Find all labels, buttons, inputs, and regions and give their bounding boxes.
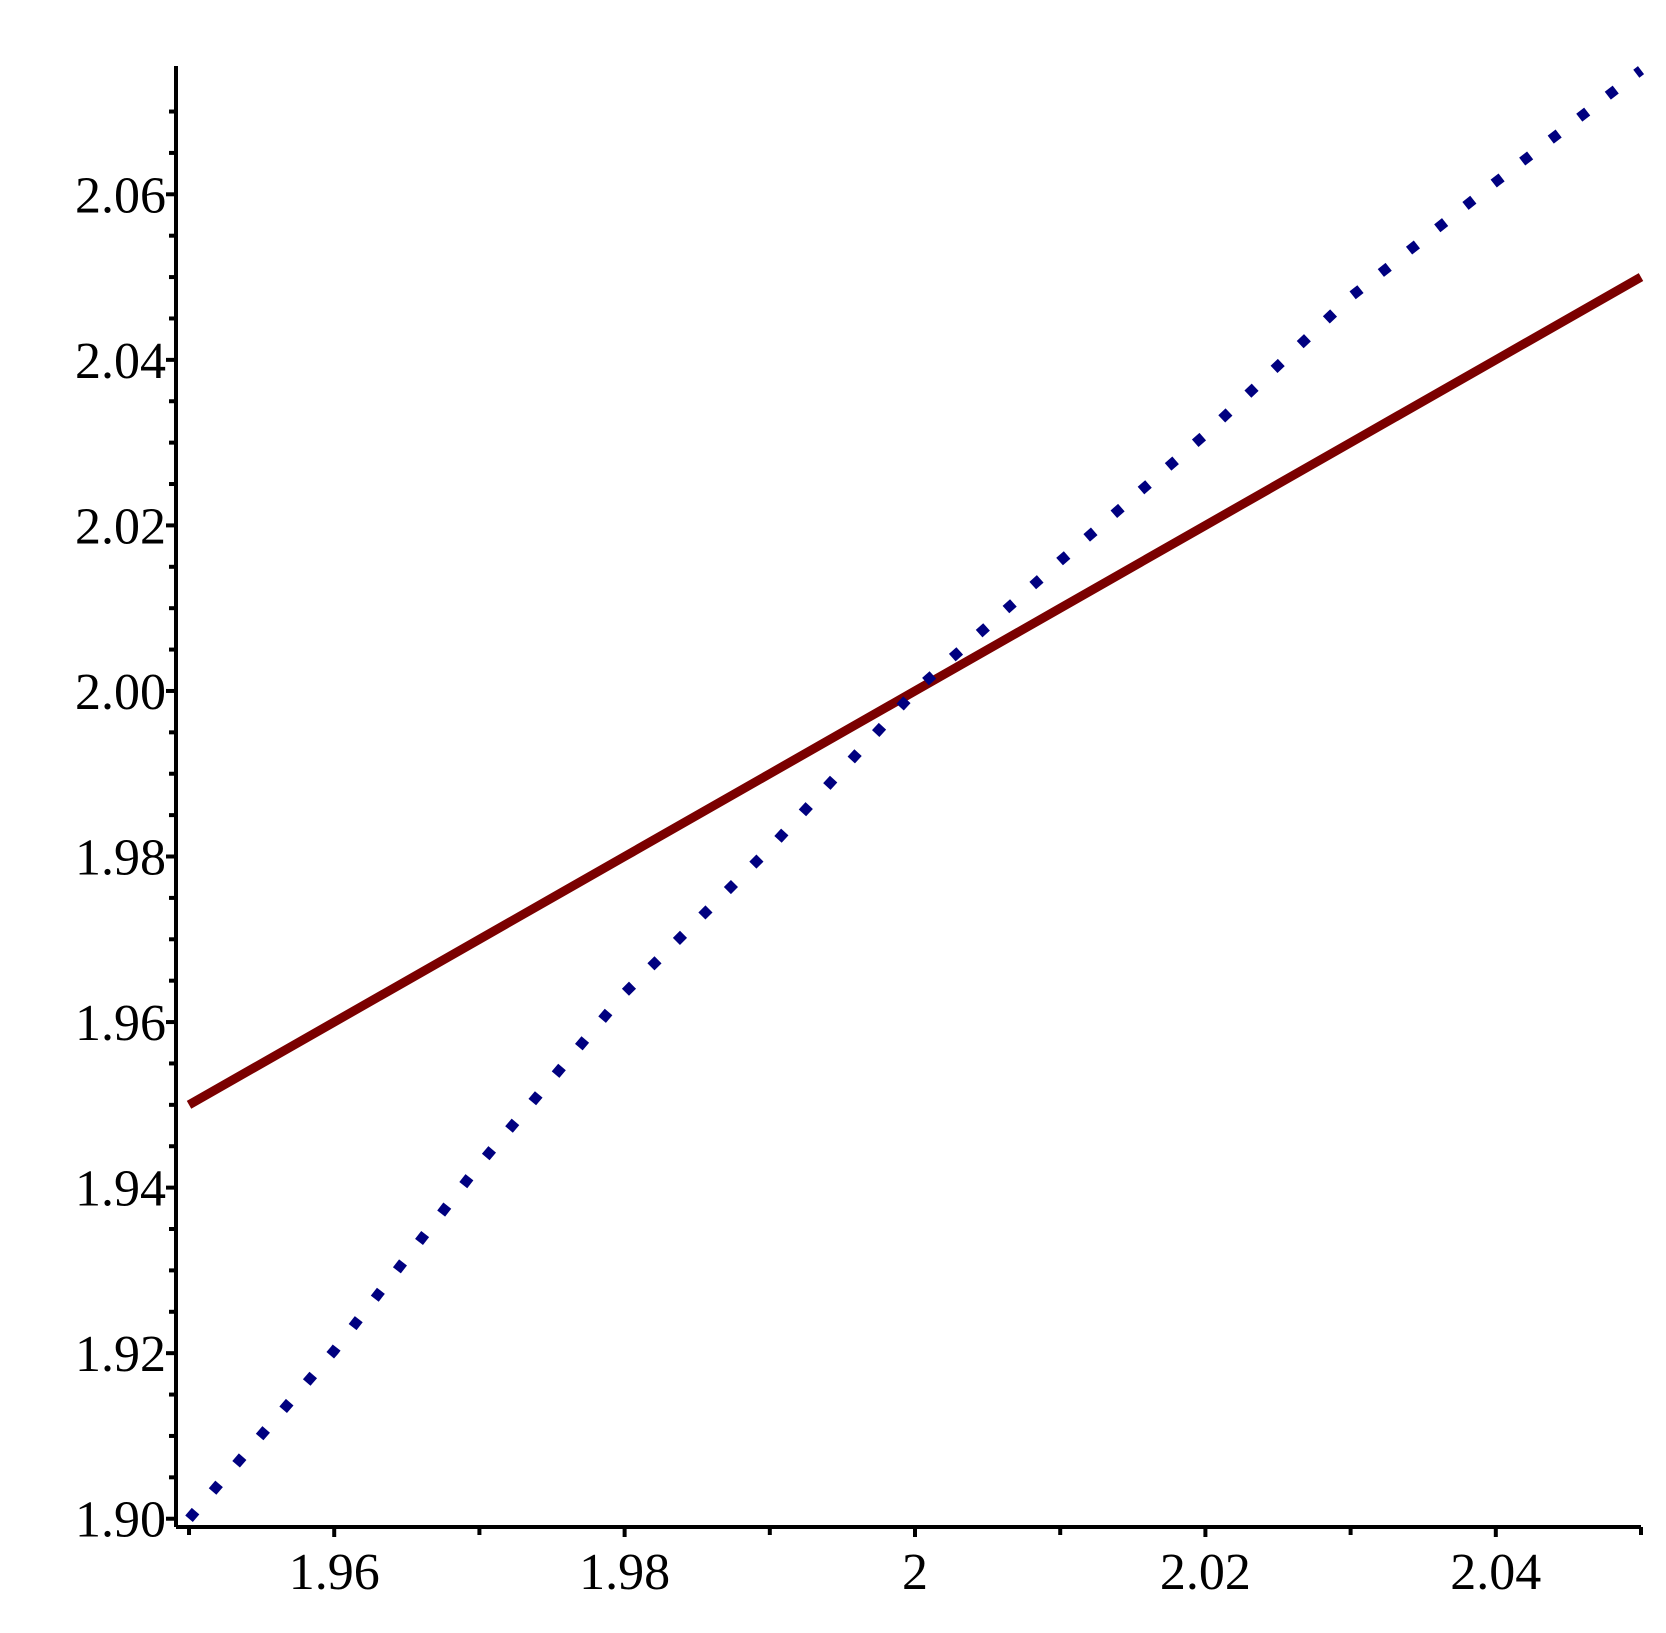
y-tick-label: 1.94: [75, 1161, 166, 1218]
y-tick-label: 2.00: [75, 664, 166, 721]
x-tick-label: 1.96: [289, 1544, 380, 1601]
x-tick-label: 1.98: [579, 1544, 670, 1601]
y-tick-label: 2.06: [75, 167, 166, 224]
y-tick-label: 2.02: [75, 498, 166, 555]
y-tick-label: 1.92: [75, 1326, 166, 1383]
series-line: [185, 66, 1645, 1522]
y-tick-label: 2.04: [75, 333, 166, 390]
x-tick-label: 2.04: [1450, 1544, 1541, 1601]
x-tick-label: 2.02: [1160, 1544, 1251, 1601]
y-tick-label: 1.96: [75, 995, 166, 1052]
y-tick-label: 1.98: [75, 830, 166, 887]
series-line: [186, 273, 1644, 1109]
x-tick-label: 2: [902, 1544, 928, 1601]
y-tick-label: 1.90: [75, 1492, 166, 1549]
